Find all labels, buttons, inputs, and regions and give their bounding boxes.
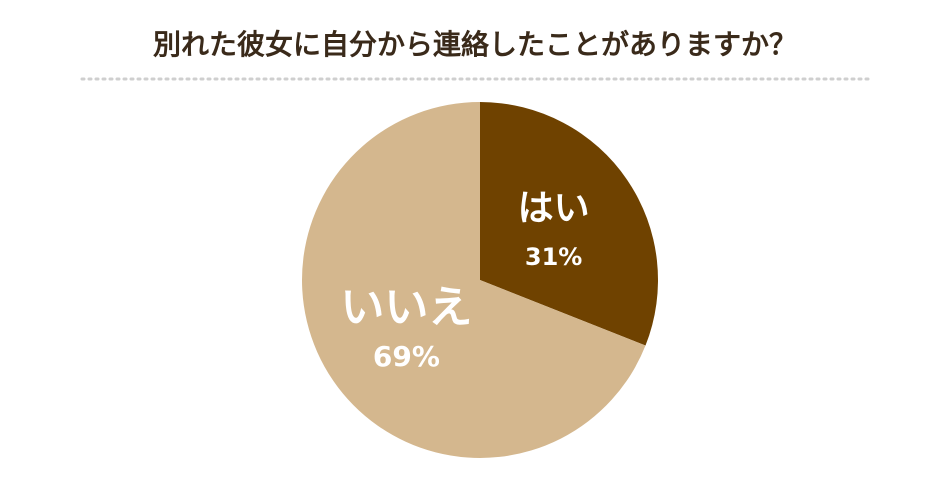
pie-slice <box>302 102 646 458</box>
slice-label: いいえ <box>340 282 472 333</box>
slice-label: はい <box>518 188 590 229</box>
slice-value-label: 69% <box>373 340 440 373</box>
slice-value-label: 31% <box>525 243 582 271</box>
pie-slice <box>480 102 658 346</box>
chart-title: 別れた彼女に自分から連絡したことがありますか？ <box>153 28 797 61</box>
